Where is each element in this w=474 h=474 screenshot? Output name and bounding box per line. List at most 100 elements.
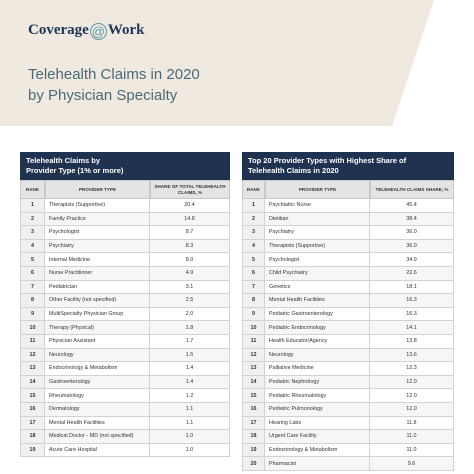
table-cell: 3.1 xyxy=(150,280,230,295)
table-cell: Pediatric Endocrinology xyxy=(265,321,370,335)
table-cell: Dermatology xyxy=(45,403,150,417)
table-cell: 1.8 xyxy=(150,321,230,335)
table-cell: Family Practice xyxy=(45,212,150,227)
table-cell: 6 xyxy=(20,267,45,281)
table-cell: 20 xyxy=(242,457,265,471)
table-title-line: Top 20 Provider Types with Highest Share… xyxy=(248,156,407,165)
table-cell: Mental Health Facilities xyxy=(265,294,370,308)
table-cell: 10 xyxy=(242,321,265,335)
table-cell: 11 xyxy=(20,335,45,349)
table-cell: 36.0 xyxy=(370,239,454,254)
table-cell: 34.9 xyxy=(370,253,454,267)
table-cell: 14.8 xyxy=(150,212,230,227)
column-header: RANK xyxy=(20,180,45,199)
table-cell: Psychologist xyxy=(45,226,150,240)
table-cell: Therapists (Supportive) xyxy=(45,199,150,213)
table-cell: 10 xyxy=(20,321,45,335)
table-cell: 1.5 xyxy=(150,348,230,363)
table-title: Telehealth Claims by Provider Type (1% or… xyxy=(20,152,230,180)
logo-text: Work xyxy=(107,22,145,38)
table-cell: 14 xyxy=(242,375,265,390)
table-cell: 16.3 xyxy=(370,307,454,322)
table-cell: 8 xyxy=(242,294,265,308)
table-cell: Mental Health Facilities xyxy=(45,416,150,431)
table-cell: Nurse Practitioner xyxy=(45,267,150,281)
table-cell: 19 xyxy=(20,443,45,458)
table-cell: 1.4 xyxy=(150,362,230,376)
table-cell: 8 xyxy=(20,294,45,308)
table-cell: Neurology xyxy=(45,348,150,363)
table-cell: 22.6 xyxy=(370,267,454,281)
table-cell: 16 xyxy=(20,403,45,417)
table-cell: Other Facility (not specified) xyxy=(45,294,150,308)
column-header: TELEHEALTH CLAIMS SHARE, % xyxy=(370,180,454,199)
table-cell: 1.7 xyxy=(150,335,230,349)
table-cell: 36.0 xyxy=(370,226,454,240)
table-cell: 11.0 xyxy=(370,430,454,444)
table-cell: 16 xyxy=(242,403,265,417)
logo: Coverage @ Work xyxy=(28,22,145,40)
table-cell: Endocrinology & Metabolism xyxy=(45,362,150,376)
table-cell: Pharmacist xyxy=(265,457,370,471)
table-cell: 14.1 xyxy=(370,321,454,335)
table-cell: 8.7 xyxy=(150,226,230,240)
table-cell: 7 xyxy=(242,280,265,295)
table-cell: 12.3 xyxy=(370,362,454,376)
table-cell: Pediatric Rheumatology xyxy=(265,389,370,403)
table-cell: 17 xyxy=(20,416,45,431)
table-cell: 2.0 xyxy=(150,307,230,322)
table-cell: 12 xyxy=(20,348,45,363)
logo-text: Coverage xyxy=(28,22,89,38)
table-cell: 2 xyxy=(20,212,45,227)
table-cell: 1.0 xyxy=(150,443,230,458)
table-title-line: Telehealth Claims by xyxy=(26,156,101,165)
title-line: Telehealth Claims in 2020 xyxy=(28,66,200,83)
table-cell: 11.8 xyxy=(370,416,454,431)
table-cell: Pediatric Gastroenterology xyxy=(265,307,370,322)
title: Telehealth Claims in 2020 by Physician S… xyxy=(28,64,200,106)
table-cell: Pediatrician xyxy=(45,280,150,295)
table-cell: 8.0 xyxy=(150,253,230,267)
table-cell: Pediatric Pulmonology xyxy=(265,403,370,417)
table-cell: Psychiatric Nurse xyxy=(265,199,370,213)
table-cell: 1.2 xyxy=(150,389,230,403)
table-title-line: Provider Type (1% or more) xyxy=(26,166,124,175)
table-title-line: Telehealth Claims in 2020 xyxy=(248,166,339,175)
table-cell: 14 xyxy=(20,375,45,390)
table-cell: 9 xyxy=(242,307,265,322)
table-cell: Psychiatry xyxy=(265,226,370,240)
table-cell: 1 xyxy=(20,199,45,213)
table-cell: Child Psychiatry xyxy=(265,267,370,281)
table-cell: Psychiatry xyxy=(45,239,150,254)
table-cell: Hearing Labs xyxy=(265,416,370,431)
table-cell: Dietitian xyxy=(265,212,370,227)
table-cell: 4.9 xyxy=(150,267,230,281)
table-cell: 12.0 xyxy=(370,389,454,403)
table-cell: 3 xyxy=(20,226,45,240)
table-cell: Internal Medicine xyxy=(45,253,150,267)
logo-at: @ xyxy=(89,23,107,40)
table-cell: 12.0 xyxy=(370,403,454,417)
table-cell: MultiSpecialty Physician Group xyxy=(45,307,150,322)
table-cell: Endocrinology & Metabolism xyxy=(265,443,370,458)
table-cell: 13.8 xyxy=(370,335,454,349)
table-cell: Urgent Care Facility xyxy=(265,430,370,444)
table-cell: Health Educator/Agency xyxy=(265,335,370,349)
table-cell: Gastroenterology xyxy=(45,375,150,390)
table-cell: Neurology xyxy=(265,348,370,363)
table-cell: 13.6 xyxy=(370,348,454,363)
table-cell: 9.6 xyxy=(370,457,454,471)
table-cell: 1.1 xyxy=(150,403,230,417)
table-cell: 12.0 xyxy=(370,375,454,390)
table-cell: 18 xyxy=(20,430,45,444)
table-cell: Psychologist xyxy=(265,253,370,267)
table-cell: Acute Care Hospital xyxy=(45,443,150,458)
table-cell: 19 xyxy=(242,443,265,458)
header-background xyxy=(0,0,434,126)
table-cell: 7 xyxy=(20,280,45,295)
table-cell: Pediatric Nephrology xyxy=(265,375,370,390)
table-cell: 4 xyxy=(20,239,45,254)
column-header: SHARE OF TOTAL TELEHEALTH CLAIMS, % xyxy=(150,180,230,199)
table-cell: 12 xyxy=(242,348,265,363)
